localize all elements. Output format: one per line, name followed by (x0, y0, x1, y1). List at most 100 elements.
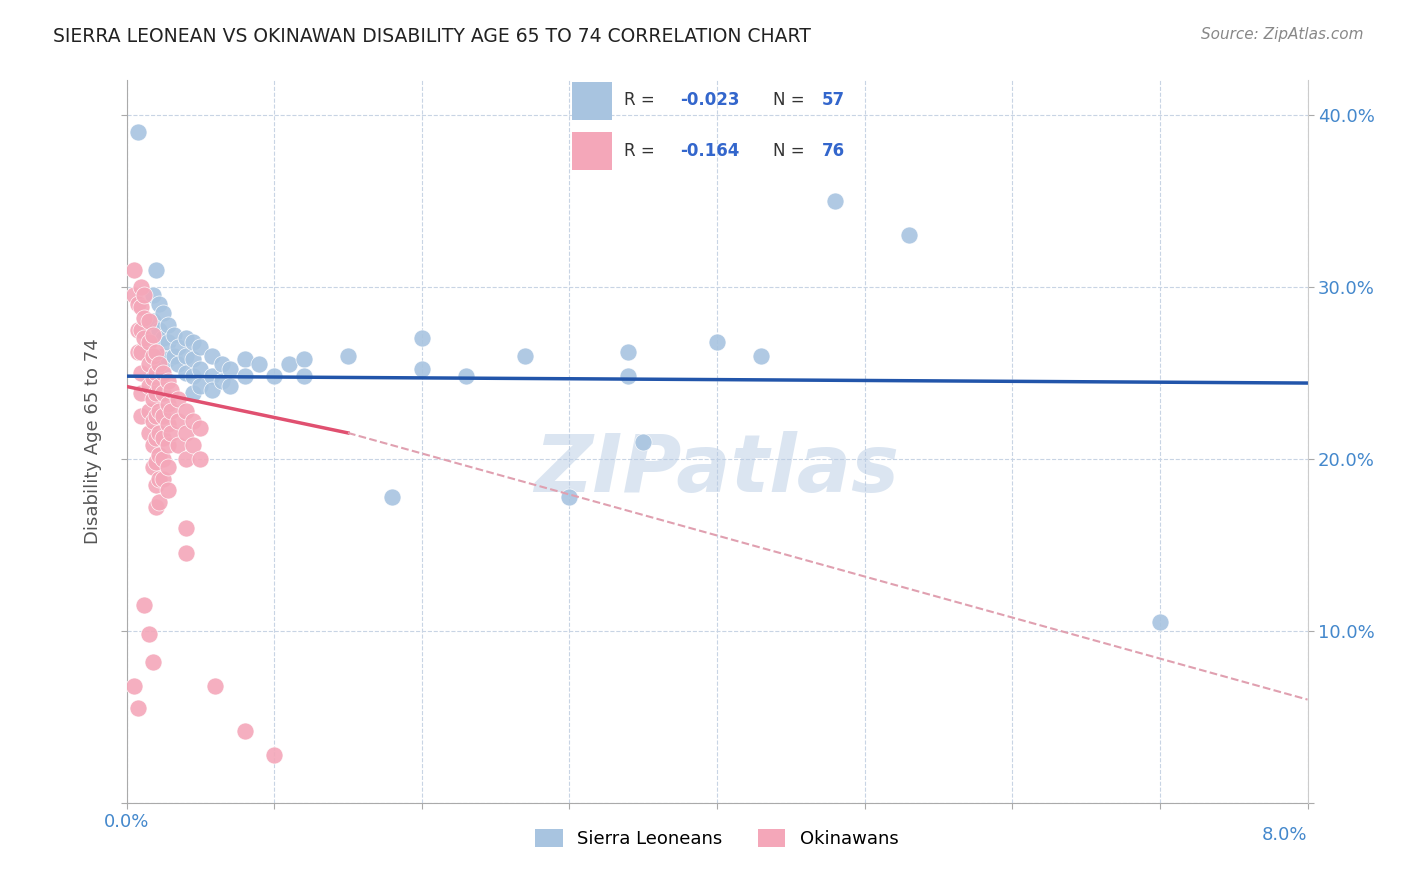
Point (292, 369, 315, 384)
Text: 76: 76 (823, 142, 845, 160)
Point (145, 455, 167, 469)
Text: -0.164: -0.164 (681, 142, 740, 160)
Point (152, 409, 174, 423)
Point (142, 288, 165, 302)
Text: Source: ZipAtlas.com: Source: ZipAtlas.com (1201, 27, 1364, 42)
Point (156, 334, 179, 349)
Point (174, 403, 197, 417)
Point (148, 448, 170, 462)
Point (152, 472, 174, 486)
Point (181, 438, 204, 452)
Point (152, 331, 174, 345)
Point (188, 379, 212, 393)
Point (138, 627, 160, 641)
Point (152, 305, 174, 319)
Point (138, 425, 160, 440)
Point (188, 362, 212, 376)
Point (142, 392, 165, 406)
Point (337, 349, 360, 363)
Point (201, 369, 224, 384)
Point (249, 357, 271, 371)
Point (134, 331, 156, 345)
Point (148, 472, 170, 486)
Point (219, 362, 242, 376)
Point (160, 383, 183, 397)
Point (156, 397, 179, 411)
Point (142, 414, 165, 428)
Point (188, 421, 212, 435)
Point (181, 386, 204, 401)
Point (129, 301, 153, 315)
Point (558, 490, 581, 504)
Y-axis label: Disability Age 65 to 74: Disability Age 65 to 74 (84, 339, 103, 544)
Point (148, 494, 170, 508)
Point (411, 362, 433, 376)
Point (129, 279, 153, 293)
Point (181, 351, 204, 366)
Point (138, 357, 160, 371)
Point (167, 340, 190, 354)
Text: -0.023: -0.023 (681, 91, 740, 109)
Point (411, 331, 433, 345)
Text: ZIPatlas: ZIPatlas (534, 432, 900, 509)
Point (134, 598, 156, 612)
Point (233, 369, 256, 384)
Point (145, 431, 167, 445)
Point (174, 349, 197, 363)
Point (204, 679, 226, 693)
Point (142, 314, 165, 328)
Point (148, 379, 170, 393)
Point (617, 345, 640, 359)
Point (145, 262, 167, 277)
Point (456, 369, 478, 384)
Point (188, 451, 212, 466)
Point (263, 747, 285, 762)
Text: N =: N = (773, 91, 810, 109)
Point (263, 369, 285, 384)
FancyBboxPatch shape (572, 82, 612, 120)
Point (138, 379, 160, 393)
Text: SIERRA LEONEAN VS OKINAWAN DISABILITY AGE 65 TO 74 CORRELATION CHART: SIERRA LEONEAN VS OKINAWAN DISABILITY AG… (53, 27, 811, 45)
Point (174, 451, 197, 466)
Point (156, 438, 179, 452)
Point (122, 679, 145, 693)
Point (148, 297, 170, 311)
Point (188, 340, 212, 354)
Point (156, 483, 179, 497)
Point (152, 451, 174, 466)
Point (129, 366, 153, 380)
Point (152, 431, 174, 445)
Text: N =: N = (773, 142, 810, 160)
Point (163, 349, 186, 363)
Point (211, 375, 233, 389)
Point (145, 366, 167, 380)
Point (127, 125, 149, 139)
Point (156, 375, 179, 389)
Point (156, 417, 179, 432)
Point (201, 383, 224, 397)
Point (181, 334, 204, 349)
Point (706, 334, 728, 349)
Point (174, 546, 197, 560)
Point (633, 434, 655, 449)
Legend: Sierra Leoneans, Okinawans: Sierra Leoneans, Okinawans (529, 822, 905, 855)
Point (145, 409, 167, 423)
Point (138, 403, 160, 417)
Point (174, 425, 197, 440)
Point (142, 349, 165, 363)
Point (127, 345, 149, 359)
Point (142, 327, 165, 342)
Point (145, 500, 167, 514)
Point (233, 351, 256, 366)
Point (134, 310, 156, 325)
Point (148, 323, 170, 337)
Point (167, 414, 190, 428)
Point (233, 723, 256, 738)
Point (211, 357, 233, 371)
Point (142, 371, 165, 385)
Point (129, 409, 153, 423)
Point (1149, 615, 1171, 630)
Point (898, 228, 921, 243)
Point (129, 345, 153, 359)
Point (278, 357, 301, 371)
